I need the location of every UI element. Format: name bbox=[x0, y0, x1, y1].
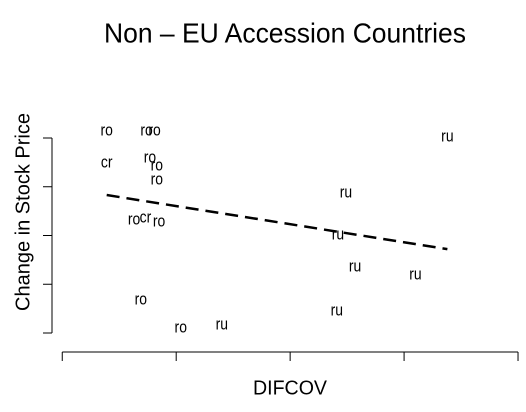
point-label: ro bbox=[140, 121, 152, 140]
point-label: cr bbox=[140, 208, 152, 227]
point-label: ro bbox=[151, 170, 163, 189]
point-label: ru bbox=[331, 301, 343, 320]
point-label: ro bbox=[100, 121, 112, 140]
x-axis-label: DIFCOV bbox=[253, 377, 328, 399]
point-label: ro bbox=[144, 148, 156, 167]
point-label: ro bbox=[175, 318, 187, 337]
y-axis-label: Change in Stock Price bbox=[12, 113, 34, 311]
point-label: ru bbox=[409, 265, 421, 284]
point-label: ro bbox=[151, 156, 163, 175]
point-label: ro bbox=[148, 121, 160, 140]
point-label: ru bbox=[349, 257, 361, 276]
point-label: ro bbox=[153, 212, 165, 231]
point-label: ro bbox=[135, 290, 147, 309]
point-label: ru bbox=[340, 183, 352, 202]
point-label: cr bbox=[101, 153, 113, 172]
fit-line bbox=[106, 193, 448, 251]
chart-title: Non – EU Accession Countries bbox=[104, 17, 466, 48]
point-label: ru bbox=[441, 127, 453, 146]
point-label: ru bbox=[332, 225, 344, 244]
point-label: ro bbox=[128, 210, 140, 229]
point-label: ru bbox=[216, 315, 228, 334]
